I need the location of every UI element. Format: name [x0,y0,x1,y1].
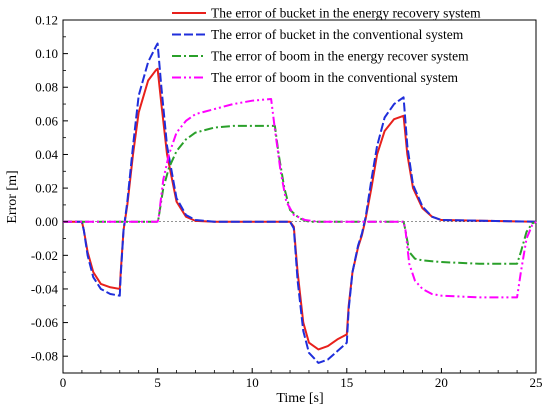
x-axis-label: Time [s] [276,391,323,406]
series-line-4 [63,98,537,299]
y-tick-label: 0.06 [35,113,58,128]
y-tick-label: 0.08 [35,80,58,95]
y-tick-label: 0.12 [35,13,58,28]
series-line-1 [63,67,537,351]
y-tick-label: 0.02 [35,181,58,196]
x-tick-label: 0 [60,375,67,390]
x-tick-label: 10 [246,375,259,390]
x-tick-label: 5 [154,375,161,390]
y-axis-label: Error [m] [5,170,20,223]
y-tick-label: -0.04 [31,281,59,296]
x-tick-label: 20 [435,375,448,390]
series-line-2 [63,42,537,364]
x-tick-label: 15 [340,375,353,390]
legend-label-2: The error of bucket in the conventional … [211,27,464,42]
legend: The error of bucket in the energy recove… [172,6,481,85]
legend-label-1: The error of bucket in the energy recove… [211,6,481,21]
y-tick-label: -0.02 [31,248,58,263]
legend-label-3: The error of boom in the energy recover … [211,49,469,64]
y-tick-label: -0.08 [31,349,58,364]
y-tick-label: 0.04 [35,147,58,162]
y-tick-label: 0.10 [35,46,58,61]
y-tick-label: 0.00 [35,214,58,229]
plot-frame [62,19,537,374]
y-tick-label: -0.06 [31,315,59,330]
legend-label-4: The error of boom in the conventional sy… [211,70,459,85]
x-tick-label: 25 [530,375,543,390]
